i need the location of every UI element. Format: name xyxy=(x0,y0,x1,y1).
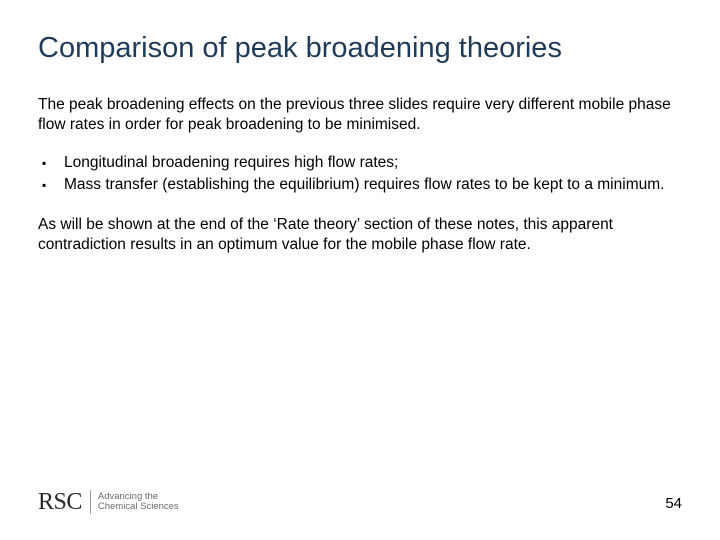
logo-tag-line1: Advancing the xyxy=(98,491,158,502)
logo-tag-line2: Chemical Sciences xyxy=(98,501,179,512)
slide-title: Comparison of peak broadening theories xyxy=(38,32,682,65)
bullet-text: Longitudinal broadening requires high fl… xyxy=(64,153,682,173)
page-number: 54 xyxy=(665,495,682,514)
rsc-logo: RSC Advancing the Chemical Sciences xyxy=(38,490,179,514)
bullet-icon: ▪ xyxy=(42,175,64,195)
list-item: ▪ Longitudinal broadening requires high … xyxy=(42,153,682,173)
slide-footer: RSC Advancing the Chemical Sciences 54 xyxy=(38,490,682,514)
bullet-list: ▪ Longitudinal broadening requires high … xyxy=(42,153,682,195)
logo-tagline: Advancing the Chemical Sciences xyxy=(91,492,179,513)
slide: Comparison of peak broadening theories T… xyxy=(0,0,720,540)
intro-paragraph: The peak broadening effects on the previ… xyxy=(38,95,682,135)
bullet-icon: ▪ xyxy=(42,153,64,173)
bullet-text: Mass transfer (establishing the equilibr… xyxy=(64,175,682,195)
list-item: ▪ Mass transfer (establishing the equili… xyxy=(42,175,682,195)
logo-mark: RSC xyxy=(38,490,91,514)
outro-paragraph: As will be shown at the end of the ‘Rate… xyxy=(38,215,682,255)
